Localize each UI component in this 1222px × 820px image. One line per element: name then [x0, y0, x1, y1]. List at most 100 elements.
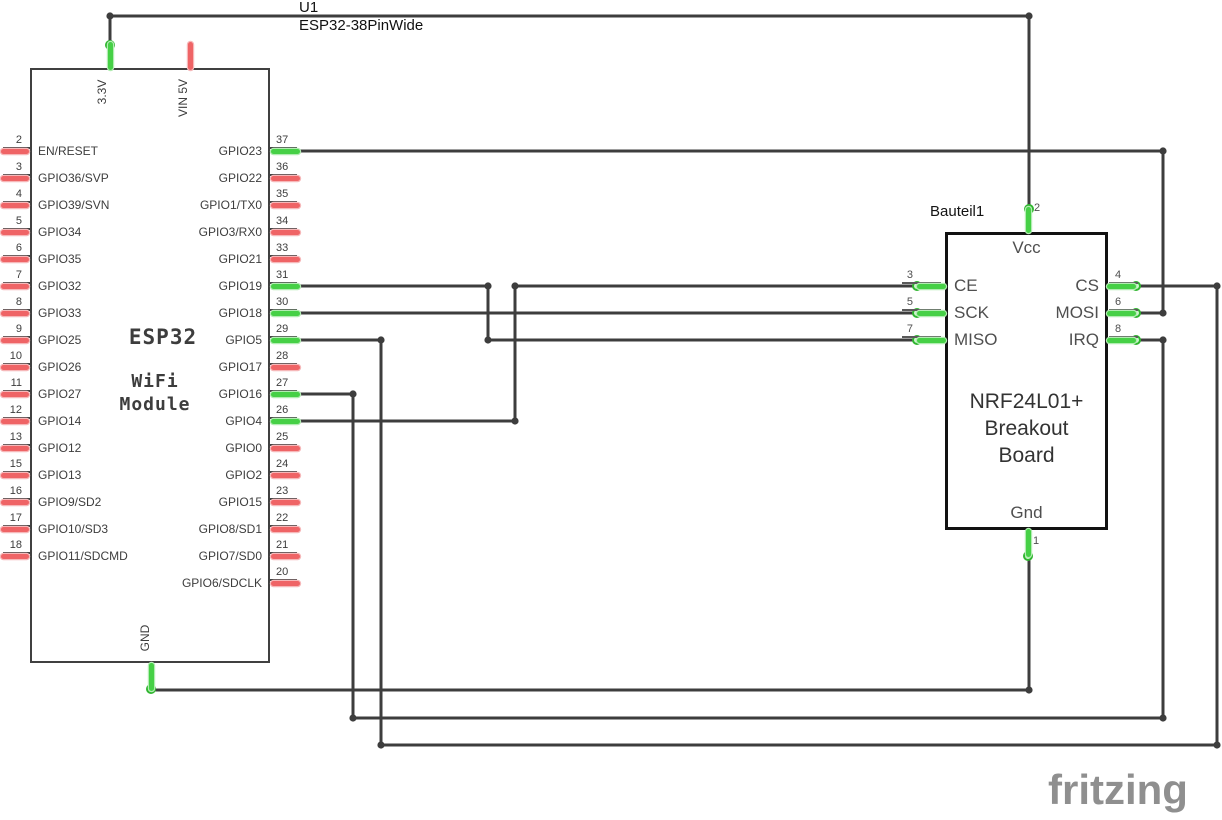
pin-number: 7: [906, 323, 913, 335]
esp32-pin-gpio1-tx0[interactable]: [271, 202, 300, 208]
nrf-pin-vcc[interactable]: [1025, 207, 1031, 233]
esp32-pin-gpio21[interactable]: [271, 256, 300, 262]
nrf-pin-miso[interactable]: [917, 337, 946, 343]
wire-vcc[interactable]: [108, 14, 1031, 211]
part-designator: U1: [299, 0, 319, 16]
wire-bendpoint[interactable]: [1025, 686, 1033, 694]
nrf-pin-ce[interactable]: [917, 283, 946, 289]
pin-leader: [3, 390, 30, 392]
wire-ce[interactable]: [298, 284, 919, 423]
wire-bendpoint[interactable]: [484, 282, 492, 290]
pin-leader: [270, 444, 297, 446]
esp32-pin-gpio13[interactable]: [1, 472, 29, 478]
esp32-pin-gpio14[interactable]: [1, 418, 29, 424]
esp32-pin-gpio39-svn[interactable]: [1, 202, 29, 208]
esp32-pin-gpio16[interactable]: [271, 391, 300, 397]
pin-leader: [3, 228, 30, 230]
pin-number: 12: [9, 404, 22, 416]
esp32-component-body[interactable]: [30, 68, 270, 663]
esp32-pin-gpio36-svp[interactable]: [1, 175, 29, 181]
esp32-pin-gpio32[interactable]: [1, 283, 29, 289]
nrf-pin-mosi[interactable]: [1107, 310, 1136, 316]
esp32-pin-gpio5[interactable]: [271, 337, 300, 343]
wire-bendpoint[interactable]: [1213, 741, 1221, 749]
esp32-pin-gpio23[interactable]: [271, 148, 300, 154]
pin-number: 4: [1115, 269, 1122, 281]
esp32-pin-gpio8-sd1[interactable]: [271, 526, 300, 532]
esp32-pin-gpio22[interactable]: [271, 175, 300, 181]
pin-leader: [270, 309, 297, 311]
wire-bendpoint[interactable]: [377, 336, 385, 344]
esp32-pin-en-reset[interactable]: [1, 148, 29, 154]
nrf-pin-cs[interactable]: [1107, 283, 1136, 289]
wire-bendpoint[interactable]: [349, 390, 357, 398]
nrf-pin-gnd[interactable]: [1025, 529, 1031, 557]
esp32-pin-gpio27[interactable]: [1, 391, 29, 397]
wire-mosi[interactable]: [298, 149, 1165, 315]
pin-leader: [3, 174, 30, 176]
esp32-pin-gpio2[interactable]: [271, 472, 300, 478]
pin-label: GPIO22: [218, 171, 262, 185]
wire-bendpoint[interactable]: [511, 417, 519, 425]
pin-label: GPIO1/TX0: [199, 198, 262, 212]
pin-number: 17: [9, 512, 22, 524]
pin-label: GPIO12: [38, 441, 82, 455]
esp32-pin-gpio11-sdcmd[interactable]: [1, 553, 29, 559]
pin-leader: [3, 363, 30, 365]
pin-leader: [270, 201, 297, 203]
part-name: ESP32-38PinWide: [299, 17, 424, 34]
esp32-pin-vin-5v[interactable]: [187, 42, 193, 70]
wire-bendpoint[interactable]: [1025, 12, 1033, 20]
pin-number: 23: [276, 485, 289, 497]
wire-bendpoint[interactable]: [1159, 336, 1167, 344]
esp32-pin-gpio12[interactable]: [1, 445, 29, 451]
esp32-pin-gpio25[interactable]: [1, 337, 29, 343]
wire-bendpoint[interactable]: [1213, 282, 1221, 290]
wire-cs[interactable]: [298, 284, 1219, 747]
nrf-pin-sck[interactable]: [917, 310, 946, 316]
pin-label: GPIO21: [218, 252, 262, 266]
pin-label: GPIO27: [38, 387, 82, 401]
esp32-pin-gpio6-sdclk[interactable]: [271, 580, 300, 586]
nrf24l01-component-body[interactable]: [945, 232, 1108, 530]
wire-bendpoint[interactable]: [1159, 147, 1167, 155]
pin-label: GPIO25: [38, 333, 82, 347]
wire-bendpoint[interactable]: [106, 12, 114, 20]
pin-leader: [3, 309, 30, 311]
pin-leader: [3, 471, 30, 473]
pin-leader: [270, 228, 297, 230]
esp32-pin-gpio19[interactable]: [271, 283, 300, 289]
esp32-pin-gpio33[interactable]: [1, 310, 29, 316]
pin-number: 36: [276, 161, 289, 173]
esp32-pin-gpio35[interactable]: [1, 256, 29, 262]
pin-label: GPIO15: [218, 495, 262, 509]
esp32-pin-3-3v[interactable]: [107, 42, 113, 70]
pin-label: GPIO6/SDCLK: [181, 576, 262, 590]
wire-bendpoint[interactable]: [377, 741, 385, 749]
esp32-pin-gpio34[interactable]: [1, 229, 29, 235]
esp32-pin-gnd[interactable]: [148, 663, 154, 691]
esp32-pin-gpio0[interactable]: [271, 445, 300, 451]
wire-bendpoint[interactable]: [1159, 309, 1167, 317]
esp32-pin-gpio17[interactable]: [271, 364, 300, 370]
wire-irq[interactable]: [298, 338, 1165, 720]
pin-number: 11: [10, 377, 22, 389]
esp32-pin-gpio9-sd2[interactable]: [1, 499, 29, 505]
esp32-pin-gpio26[interactable]: [1, 364, 29, 370]
nrf-pin-label-gnd: Gnd: [1010, 503, 1043, 522]
esp32-pin-gpio10-sd3[interactable]: [1, 526, 29, 532]
esp32-pin-gpio3-rx0[interactable]: [271, 229, 300, 235]
pin-number: 20: [276, 566, 289, 578]
wire-bendpoint[interactable]: [484, 336, 492, 344]
pin-label: GPIO26: [38, 360, 82, 374]
pin-leader: [270, 471, 297, 473]
esp32-pin-gpio18[interactable]: [271, 310, 300, 316]
wire-bendpoint[interactable]: [349, 714, 357, 722]
esp32-pin-gpio15[interactable]: [271, 499, 300, 505]
wire-bendpoint[interactable]: [1159, 714, 1167, 722]
esp32-pin-gpio7-sd0[interactable]: [271, 553, 300, 559]
nrf-pin-irq[interactable]: [1107, 337, 1136, 343]
esp32-pin-gpio4[interactable]: [271, 418, 300, 424]
wire-bendpoint[interactable]: [511, 282, 519, 290]
